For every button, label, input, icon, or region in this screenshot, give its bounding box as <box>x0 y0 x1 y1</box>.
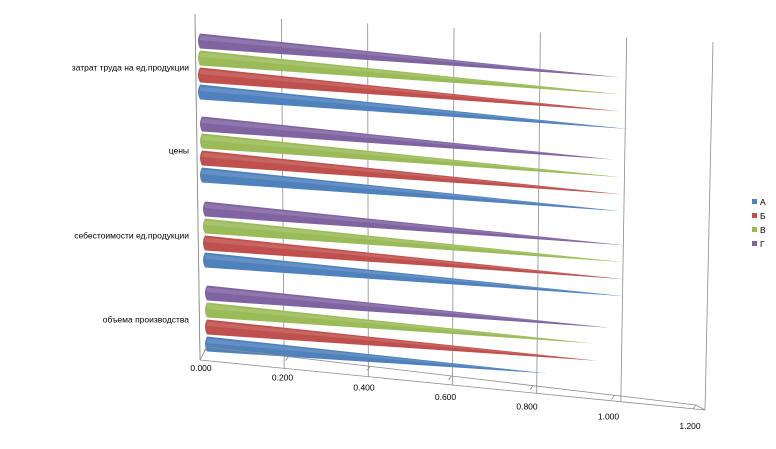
legend-swatch <box>752 241 757 246</box>
bar-1-Б <box>198 67 620 112</box>
axis-tick <box>529 385 534 390</box>
bar-highlight <box>200 86 628 129</box>
x-tick-label: 0.800 <box>516 402 538 412</box>
legend-label: Б <box>760 211 766 221</box>
category-label: затрат труда на ед.продукции <box>72 63 189 73</box>
gridline <box>620 37 628 402</box>
bar-highlight <box>200 69 620 112</box>
bar-3-Б <box>203 235 625 280</box>
axis-tick <box>611 395 615 400</box>
tick-labels: 0.000 0.200 0.400 0.600 0.800 1.000 1.200 <box>190 363 701 431</box>
x-tick-label: 0.200 <box>272 373 294 383</box>
bar-highlight <box>202 118 614 160</box>
legend-swatch <box>752 227 757 232</box>
bar-1-А <box>198 84 628 129</box>
bar-1-В <box>198 50 620 95</box>
legend-label: А <box>760 197 766 207</box>
bar-highlight <box>205 237 625 280</box>
axis-tick <box>285 356 289 361</box>
bar-4-Б <box>205 319 598 361</box>
bar-4-А <box>205 336 547 374</box>
bar-3-Г <box>203 201 625 246</box>
bar-3-А <box>203 252 625 297</box>
legend-label: Г <box>760 239 765 249</box>
axis-line <box>194 13 201 361</box>
x-tick-label: 0.000 <box>190 363 212 373</box>
category-label: объема производства <box>103 315 189 325</box>
legend-swatch <box>752 213 757 218</box>
bar-highlight <box>200 52 620 95</box>
bar-2-А <box>200 167 622 212</box>
bar-highlight <box>202 135 622 178</box>
x-tick-label: 1.200 <box>679 421 701 431</box>
legend-swatch <box>752 199 757 204</box>
bar-4-В <box>205 302 594 344</box>
bar-2-Б <box>200 150 622 195</box>
x-tick-label: 0.400 <box>353 382 375 392</box>
axis-tick <box>692 404 697 410</box>
gridline <box>452 27 455 386</box>
axis-line <box>695 404 706 411</box>
axis-tick <box>448 375 452 381</box>
bar-1-Г <box>198 33 620 78</box>
axis-tick <box>203 346 208 352</box>
bar-2-В <box>200 133 622 178</box>
bar-highlight <box>205 254 625 297</box>
bar-highlight <box>207 321 598 361</box>
gridline <box>367 23 369 377</box>
bar-highlight <box>202 169 622 212</box>
category-label: себестоимости ед.продукции <box>74 231 189 241</box>
category-labels: затрат труда на ед.продукции цены себестои… <box>72 63 189 325</box>
gridline <box>536 32 541 394</box>
bar-highlight <box>200 35 620 78</box>
bar-highlight <box>207 304 594 344</box>
legend-label: В <box>760 225 766 235</box>
bar-highlight <box>202 152 622 195</box>
x-tick-label: 0.600 <box>435 392 457 402</box>
bar-3-В <box>203 218 625 263</box>
bar-highlight <box>207 338 547 374</box>
bar-2-Г <box>200 116 614 160</box>
category-label: цены <box>169 146 189 156</box>
bar-highlight <box>205 203 625 246</box>
bar-highlight <box>207 287 610 328</box>
axes <box>194 13 706 411</box>
bar-4-Г <box>205 285 610 328</box>
gridline <box>704 41 714 411</box>
axis-line <box>199 359 706 411</box>
axis-tick <box>366 366 371 371</box>
bars <box>198 33 628 374</box>
bar-highlight <box>205 220 625 263</box>
x-tick-label: 1.000 <box>598 411 620 421</box>
